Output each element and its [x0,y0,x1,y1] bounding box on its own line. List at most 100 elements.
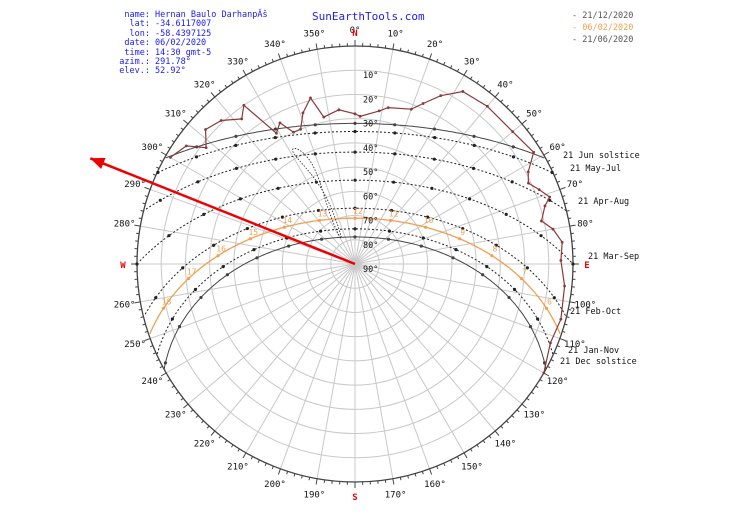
azimuth-spoke [187,123,356,265]
azimuth-spoke [354,263,431,470]
sun-direction-arrow [89,157,356,266]
azimuth-spoke [354,123,523,265]
azimuth-tick [167,379,171,382]
info-row: lat: -34.6117007 [112,19,268,29]
azimuth-spoke [140,225,356,265]
azimuth-tick [293,51,296,55]
azimuth-spoke [316,49,356,265]
azimuth-label: 350° [304,30,326,40]
azimuth-tick [218,89,222,93]
azimuth-tick [237,448,240,452]
hour-dot [550,170,554,175]
hour-dot [238,197,243,201]
obstacle-point [240,117,244,121]
info-key: azim.: [119,57,150,68]
azimuth-label: 70° [567,180,583,190]
azimuth-tick [180,397,184,401]
obstacle-point [559,317,563,321]
azimuth-label: 40° [497,81,513,91]
azimuth-tick [443,462,446,467]
hour-dot [156,170,160,175]
hour-dot [481,273,485,277]
azimuth-tick [516,409,520,413]
azimuth-label: 60° [549,143,565,153]
hour-dot [430,186,434,190]
azimuth-tick [531,133,535,137]
azimuth-tick [138,308,142,311]
hour-dot [511,155,516,159]
elevation-label: 70° [363,217,378,227]
obstacle-point [184,144,188,148]
hour-dot [353,206,357,210]
azimuth-tick [160,372,167,377]
azimuth-tick [190,115,194,119]
hour-dot [273,127,278,131]
azimuth-tick [195,415,199,418]
azimuth-tick [264,61,267,66]
azimuth-tick [308,47,311,51]
azimuth-tick [142,323,146,326]
info-key: date: [124,38,150,49]
azimuth-tick [156,359,160,362]
azimuth-label: 100° [575,301,597,311]
curve-label: 21 Dec solstice [560,357,637,367]
azimuth-tick [421,53,424,57]
hour-dot [421,236,425,240]
elevation-label: 50° [363,168,378,178]
azimuth-tick [250,456,254,460]
obstacle-point [322,115,326,119]
brand-title[interactable]: SunEarthTools.com [312,10,425,23]
azimuth-tick [421,471,424,475]
hour-dot [353,129,357,134]
obstacle-point [309,96,312,100]
azimuth-tick [569,301,576,304]
azimuth-tick [237,76,240,80]
azimuth-tick [149,345,154,348]
azimuth-tick [482,84,486,88]
azimuth-tick [456,68,460,72]
azimuth-tick [218,435,222,439]
hour-dot [467,197,472,201]
azimuth-tick [566,210,570,212]
hour-dot [504,212,508,217]
azimuth-spoke [245,263,356,454]
azimuth-tick [559,186,566,190]
hour-dot [194,155,199,159]
azimuth-tick [201,104,204,108]
azimuth-tick [470,76,473,80]
azimuth-tick [543,151,550,156]
obstacle-point [377,109,381,113]
azimuth-tick [140,316,144,318]
azimuth-tick [183,403,189,409]
azimuth-tick [500,425,504,429]
azimuth-label: 160° [424,480,446,490]
azimuth-tick [399,47,402,51]
info-row: date: 06/02/2020 [112,38,268,49]
obstacle-point [563,284,566,288]
azimuth-spoke [354,96,496,265]
obstacle-point [540,219,543,223]
hour-dot [161,306,166,310]
azimuth-tick [547,159,551,163]
azimuth-tick [550,359,554,362]
hour-dot [234,134,238,138]
hour-dot [313,152,317,156]
sun-path-curve [156,228,554,355]
hour-dot [536,317,540,321]
hour-dot [193,287,198,292]
hour-label: 6 [547,297,552,306]
obstacle-point [169,156,172,159]
azimuth-spoke [354,263,394,479]
sun-path-curve [157,131,553,173]
cardinal-s: S [352,493,357,503]
azimuth-tick [556,180,561,183]
hour-label: 18 [162,297,172,306]
hour-dot [181,266,185,270]
azimuth-tick [167,146,171,149]
azimuth-tick [392,478,395,485]
azimuth-tick [144,330,148,333]
cardinal-e: E [584,261,589,271]
hour-dot [388,218,393,223]
azimuth-tick [539,379,543,382]
obstacle-point [551,227,555,231]
